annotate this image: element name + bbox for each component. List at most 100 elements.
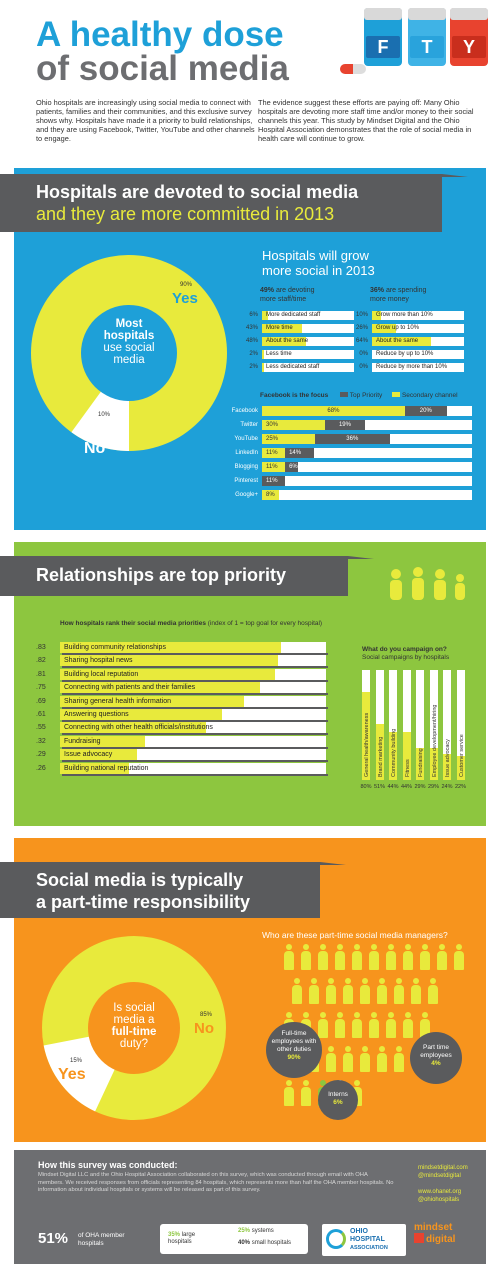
- staff-heading: 49% are devoting more staff/time: [260, 287, 315, 303]
- oha-logo-mark: [326, 1229, 346, 1249]
- priority-bar-shadow: [62, 746, 328, 749]
- list-row: 43% More time: [236, 323, 354, 334]
- priority-bar-bg: [60, 749, 326, 761]
- priority-label: Connecting with patients and their famil…: [64, 684, 196, 692]
- person-icon: [352, 1012, 362, 1038]
- person-icon: [437, 944, 447, 970]
- mindset-digital-logo: mindset digital: [414, 1222, 456, 1245]
- pill-bottles-illustration: F T Y: [340, 0, 490, 80]
- list-bar-bg: [262, 337, 354, 346]
- channel-bar-top: 25%: [262, 434, 315, 444]
- list-bar-fill: [262, 350, 264, 359]
- list-row: 64% About the same: [346, 336, 464, 347]
- campaign-title: What do you campaign on? Social campaign…: [362, 646, 450, 661]
- channel-priority-chart: Facebook 68% 20% Twitter 30% 19% YouTube 25% 36%…: [224, 406, 474, 506]
- priority-bar-shadow: [62, 693, 328, 696]
- list-bar-bg: [372, 350, 464, 359]
- campaign-bar-label: Community building: [391, 728, 397, 777]
- channel-bar-top: 11%: [262, 448, 286, 458]
- priority-label: Sharing general health information: [64, 697, 172, 705]
- list-bar-fill: [262, 324, 302, 333]
- link-oha-site[interactable]: www.ohanet.org: [418, 1189, 462, 1195]
- campaign-bar-label: Customer service: [458, 734, 465, 777]
- list-pct: 0%: [359, 351, 368, 357]
- person-icon: [403, 1012, 413, 1038]
- list-row: 6% More dedicated staff: [236, 310, 354, 321]
- campaign-value: 44%: [387, 784, 399, 790]
- campaign-bar-label: Fundraising: [418, 748, 424, 777]
- bottle-f-icon: F: [364, 8, 402, 66]
- bottle-t-icon: T: [408, 8, 446, 66]
- list-pct: 2%: [249, 351, 258, 357]
- channel-label: Google+: [235, 492, 258, 498]
- priority-value: .55: [36, 724, 46, 732]
- systems: 25% systems: [238, 1228, 274, 1234]
- campaign-chart: General health/awareness Brand marketing C…: [362, 670, 474, 780]
- play-arrow-icon: [414, 1233, 424, 1243]
- donut-yes-label: Yes: [172, 290, 198, 307]
- channel-label: Pinterest: [234, 478, 258, 484]
- page-title-line2: of social media: [36, 49, 289, 88]
- priority-rank-chart: .83 Building community relationships .82 Sh…: [36, 642, 350, 782]
- list-row: 0% Reduce by more than 10%: [346, 362, 464, 373]
- list-label: Reduce by more than 10%: [376, 364, 448, 370]
- priority-bar-shadow: [62, 679, 328, 682]
- priority-bar-fill: [60, 709, 223, 720]
- donut-center: [88, 982, 180, 1074]
- channel-bar-bg: [262, 490, 472, 500]
- campaign-bar-label: Issue advocacy: [445, 739, 451, 777]
- campaign-bar-fill: [362, 692, 370, 780]
- priority-bar-bg: [60, 762, 326, 774]
- priority-value: .83: [36, 644, 46, 651]
- list-bar-bg: [372, 324, 464, 333]
- capsule-icon: [340, 64, 366, 74]
- list-pct: 6%: [249, 312, 258, 318]
- interns-callout: Interns 6%: [318, 1080, 358, 1120]
- donut-no-pct: 10%: [98, 412, 111, 418]
- person-icon: [335, 1012, 345, 1038]
- campaign-value: 51%: [373, 784, 385, 790]
- channels-legend: Facebook is the focus Top Priority Secon…: [260, 392, 458, 399]
- priority-value: .61: [36, 711, 46, 718]
- list-bar-fill: [262, 363, 264, 372]
- campaign-bar: Brand marketing: [375, 670, 384, 780]
- campaign-bar-label: General health/awareness: [364, 712, 370, 777]
- link-mindset-site[interactable]: mindsetdigital.com: [418, 1165, 468, 1171]
- campaign-bar-fill: [416, 748, 424, 780]
- priority-bar-bg: [60, 668, 326, 680]
- link-mindset-twitter[interactable]: @mindsetdigital: [418, 1173, 461, 1179]
- grow-title: Hospitals will grow more social in 2013: [262, 248, 375, 278]
- small-hospitals: 40% small hospitals: [238, 1240, 292, 1246]
- footer-title: How this survey was conducted:: [38, 1160, 178, 1170]
- priority-bar-fill: [60, 749, 138, 761]
- priority-bar-fill: [60, 762, 130, 774]
- section3-title-line2: a part-time responsibility: [36, 892, 251, 912]
- channel-bar-top: 11%: [262, 462, 286, 472]
- who-title: Who are these part-time social media man…: [262, 930, 448, 940]
- priority-bar-fill: [60, 735, 146, 747]
- legend-top-swatch: [340, 392, 349, 397]
- person-icon: [386, 1012, 396, 1038]
- person-icon: [454, 944, 464, 970]
- priority-bar-fill: [60, 642, 281, 653]
- priority-bar-shadow: [62, 666, 328, 669]
- list-bar-fill: [372, 337, 431, 346]
- person-icon: [369, 944, 379, 970]
- campaign-bar: Issue advocacy: [443, 670, 451, 780]
- person-icon: [369, 1012, 379, 1038]
- list-label: Reduce by up to 10%: [376, 351, 434, 357]
- campaign-value: 44%: [400, 784, 412, 790]
- channel-bar-bg: [262, 462, 472, 472]
- link-oha-twitter[interactable]: @ohiohospitals: [418, 1197, 460, 1203]
- list-label: Less time: [266, 351, 292, 357]
- list-bar-fill: [262, 337, 307, 346]
- list-pct: 43%: [245, 325, 258, 331]
- priority-label: Answering questions: [64, 711, 129, 718]
- person-icon: [318, 944, 328, 970]
- priority-label: Building local reputation: [64, 670, 139, 678]
- list-label: Grow up to 10%: [376, 325, 420, 331]
- list-bar-bg: [372, 311, 464, 320]
- priority-value: .82: [36, 657, 46, 665]
- campaign-bar: Employee development/hiring: [429, 670, 438, 780]
- person-icon: [377, 978, 387, 1004]
